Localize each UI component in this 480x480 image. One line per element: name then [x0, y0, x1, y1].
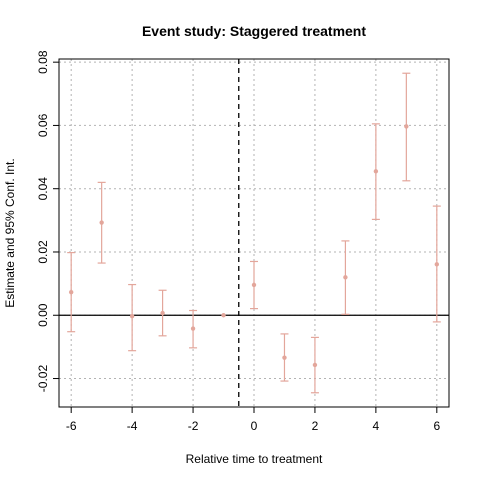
estimate-point	[434, 262, 440, 267]
estimate-point	[160, 310, 165, 316]
estimate-point	[251, 282, 257, 288]
y-tick-label: 0.02	[36, 240, 50, 264]
estimate-point	[221, 313, 226, 318]
estimate-point	[129, 314, 135, 319]
chart-title: Event study: Staggered treatment	[142, 23, 366, 39]
x-tick-label: -4	[127, 419, 138, 433]
data-series	[67, 72, 441, 394]
estimate-point	[190, 326, 196, 331]
x-tick-label: 4	[373, 419, 380, 433]
estimate-point	[343, 275, 348, 280]
estimate-point	[312, 362, 318, 368]
x-tick-label: 2	[312, 419, 319, 433]
grid-lines	[59, 59, 449, 407]
y-tick-label: 0.04	[36, 177, 50, 201]
x-tick-label: 0	[251, 419, 258, 433]
y-tick-label: 0.08	[36, 50, 50, 74]
x-axis-label: Relative time to treatment	[186, 452, 323, 466]
y-tick-label: -0.02	[36, 365, 50, 393]
reference-lines	[59, 59, 449, 407]
x-tick-label: -6	[66, 419, 77, 433]
x-tick-label: 6	[433, 419, 440, 433]
y-axis-label: Estimate and 95% Conf. Int.	[3, 158, 17, 307]
estimate-point	[404, 124, 409, 129]
estimate-point	[99, 220, 104, 225]
y-tick-label: 0.00	[36, 303, 50, 327]
estimate-point	[68, 289, 74, 295]
estimate-point	[373, 169, 379, 174]
y-tick-label: 0.06	[36, 113, 50, 137]
x-tick-label: -2	[188, 419, 199, 433]
axes: -6 -4 -2 0 2 4 6 -0.02 0.00 0.02 0.04 0.06 0.08	[36, 50, 440, 433]
estimate-point	[282, 355, 287, 360]
plot-frame	[58, 58, 450, 408]
